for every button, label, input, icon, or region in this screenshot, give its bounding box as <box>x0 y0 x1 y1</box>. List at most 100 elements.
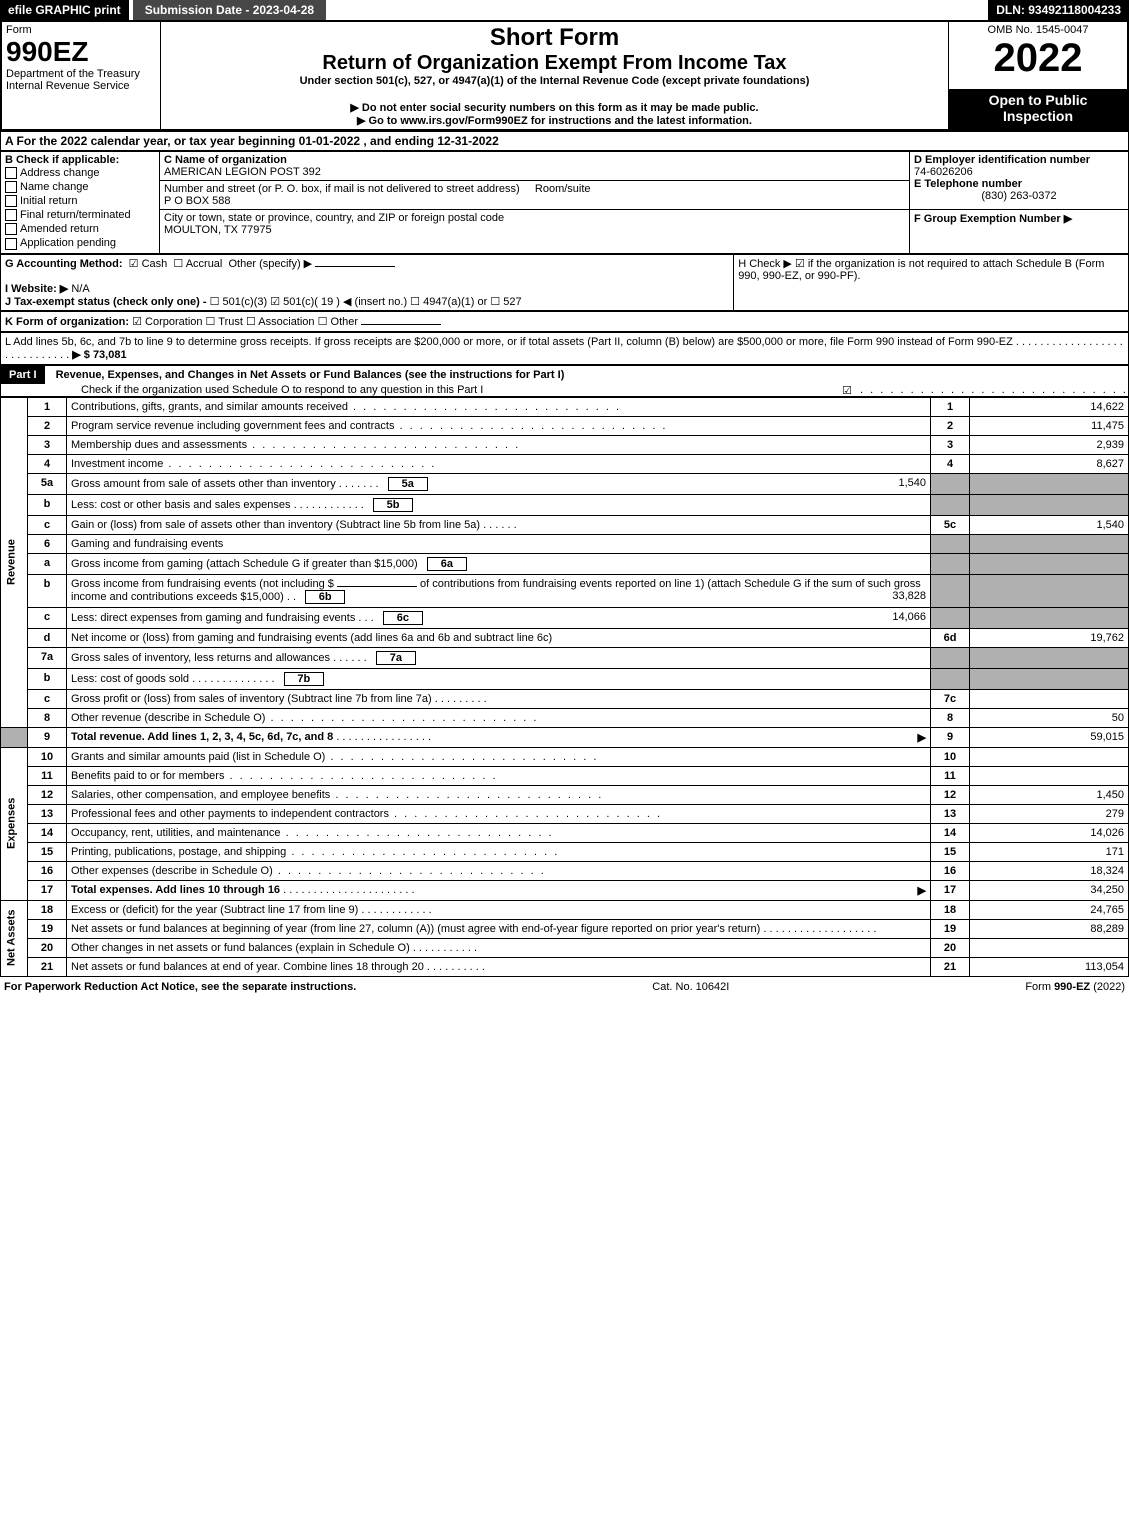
sub-7b: 7b <box>284 672 324 686</box>
part-1-check[interactable]: ☑ <box>834 384 860 397</box>
line-13-no: 13 <box>28 804 67 823</box>
line-10-num: 10 <box>931 747 970 766</box>
line-2-amt: 11,475 <box>970 416 1129 435</box>
line-11-no: 11 <box>28 766 67 785</box>
line-7a-desc: Gross sales of inventory, less returns a… <box>71 652 330 664</box>
line-6c-desc: Less: direct expenses from gaming and fu… <box>71 612 355 624</box>
city-label: City or town, state or province, country… <box>164 212 504 224</box>
section-l-text: L Add lines 5b, 6c, and 7b to line 9 to … <box>5 336 1013 348</box>
city: MOULTON, TX 77975 <box>164 224 272 236</box>
other-option[interactable]: Other (specify) ▶ <box>229 258 313 270</box>
cb-pending[interactable]: Application pending <box>5 236 155 250</box>
line-5c-amt: 1,540 <box>970 515 1129 534</box>
line-6c-no: c <box>28 607 67 628</box>
sub-6a: 6a <box>427 557 467 571</box>
line-7c-num: 7c <box>931 689 970 708</box>
line-5c-num: 5c <box>931 515 970 534</box>
arrow-icon-2: ▶ <box>918 884 926 897</box>
line-18-num: 18 <box>931 900 970 919</box>
line-11-num: 11 <box>931 766 970 785</box>
accrual-option[interactable]: Accrual <box>186 258 223 270</box>
line-9-num: 9 <box>931 727 970 747</box>
part-1-label: Part I <box>1 366 45 384</box>
cb-name-change[interactable]: Name change <box>5 180 155 194</box>
line-14-num: 14 <box>931 823 970 842</box>
form-org-opts[interactable]: ☑ Corporation ☐ Trust ☐ Association ☐ Ot… <box>132 316 358 328</box>
line-7c-amt <box>970 689 1129 708</box>
line-6a-desc: Gross income from gaming (attach Schedul… <box>71 558 418 570</box>
line-20-amt <box>970 938 1129 957</box>
cb-address-change[interactable]: Address change <box>5 166 155 180</box>
line-5c-no: c <box>28 515 67 534</box>
line-18-no: 18 <box>28 900 67 919</box>
footer-right: Form 990-EZ (2022) <box>1025 981 1125 993</box>
net-assets-label: Net Assets <box>1 900 28 976</box>
line-15-amt: 171 <box>970 842 1129 861</box>
top-bar: efile GRAPHIC print Submission Date - 20… <box>0 0 1129 20</box>
website: N/A <box>71 283 89 295</box>
sub-5a: 5a <box>388 477 428 491</box>
line-8-num: 8 <box>931 708 970 727</box>
line-6d-amt: 19,762 <box>970 628 1129 647</box>
line-15-desc: Printing, publications, postage, and shi… <box>71 846 286 858</box>
line-14-amt: 14,026 <box>970 823 1129 842</box>
open-public: Open to Public Inspection <box>949 89 1129 130</box>
section-i-label: I Website: ▶ <box>5 283 68 295</box>
cash-option[interactable]: Cash <box>142 258 168 270</box>
line-5a-no: 5a <box>28 473 67 494</box>
line-5b-desc: Less: cost or other basis and sales expe… <box>71 499 291 511</box>
sub-5b: 5b <box>373 498 413 512</box>
line-8-amt: 50 <box>970 708 1129 727</box>
line-20-desc: Other changes in net assets or fund bala… <box>71 942 410 954</box>
line-7a-no: 7a <box>28 647 67 668</box>
line-16-no: 16 <box>28 861 67 880</box>
line-10-amt <box>970 747 1129 766</box>
line-2-num: 2 <box>931 416 970 435</box>
part-1-sub: Check if the organization used Schedule … <box>1 384 483 396</box>
line-12-num: 12 <box>931 785 970 804</box>
line-3-desc: Membership dues and assessments <box>71 439 247 451</box>
line-11-desc: Benefits paid to or for members <box>71 770 224 782</box>
cb-amended[interactable]: Amended return <box>5 222 155 236</box>
line-4-num: 4 <box>931 454 970 473</box>
line-15-no: 15 <box>28 842 67 861</box>
tax-exempt-opts[interactable]: ☐ 501(c)(3) ☑ 501(c)( 19 ) ◀ (insert no.… <box>210 296 522 308</box>
line-13-desc: Professional fees and other payments to … <box>71 808 389 820</box>
line-6b-desc1: Gross income from fundraising events (no… <box>71 578 334 590</box>
line-17-amt: 34,250 <box>970 880 1129 900</box>
line-6d-num: 6d <box>931 628 970 647</box>
section-e-label: E Telephone number <box>914 178 1022 190</box>
section-l-amount: ▶ $ 73,081 <box>72 349 126 361</box>
line-10-desc: Grants and similar amounts paid (list in… <box>71 751 325 763</box>
efile-label[interactable]: efile GRAPHIC print <box>0 0 129 20</box>
line-9-no: 9 <box>28 727 67 747</box>
line-13-amt: 279 <box>970 804 1129 823</box>
cb-initial-return[interactable]: Initial return <box>5 194 155 208</box>
line-18-amt: 24,765 <box>970 900 1129 919</box>
line-15-num: 15 <box>931 842 970 861</box>
section-h-text: H Check ▶ ☑ if the organization is not r… <box>738 258 1104 282</box>
line-19-desc: Net assets or fund balances at beginning… <box>71 923 760 935</box>
goto-link[interactable]: ▶ Go to www.irs.gov/Form990EZ for instru… <box>165 114 944 127</box>
section-c-name-label: C Name of organization <box>164 154 287 166</box>
line-4-desc: Investment income <box>71 458 163 470</box>
cb-final-return[interactable]: Final return/terminated <box>5 208 155 222</box>
line-14-no: 14 <box>28 823 67 842</box>
line-21-amt: 113,054 <box>970 957 1129 976</box>
line-19-amt: 88,289 <box>970 919 1129 938</box>
street-label: Number and street (or P. O. box, if mail… <box>164 183 520 195</box>
line-12-desc: Salaries, other compensation, and employ… <box>71 789 330 801</box>
return-title: Return of Organization Exempt From Incom… <box>165 52 944 75</box>
short-form-title: Short Form <box>165 24 944 52</box>
section-f-label: F Group Exemption Number ▶ <box>914 213 1072 225</box>
line-16-num: 16 <box>931 861 970 880</box>
line-7b-desc: Less: cost of goods sold <box>71 673 189 685</box>
footer-mid: Cat. No. 10642I <box>652 981 729 993</box>
line-18-desc: Excess or (deficit) for the year (Subtra… <box>71 904 358 916</box>
line-17-no: 17 <box>28 880 67 900</box>
line-20-no: 20 <box>28 938 67 957</box>
form-label: Form <box>6 24 156 36</box>
org-info-table: B Check if applicable: Address change Na… <box>0 151 1129 254</box>
line-6d-no: d <box>28 628 67 647</box>
accounting-table: G Accounting Method: ☑ Cash ☐ Accrual Ot… <box>0 254 1129 311</box>
